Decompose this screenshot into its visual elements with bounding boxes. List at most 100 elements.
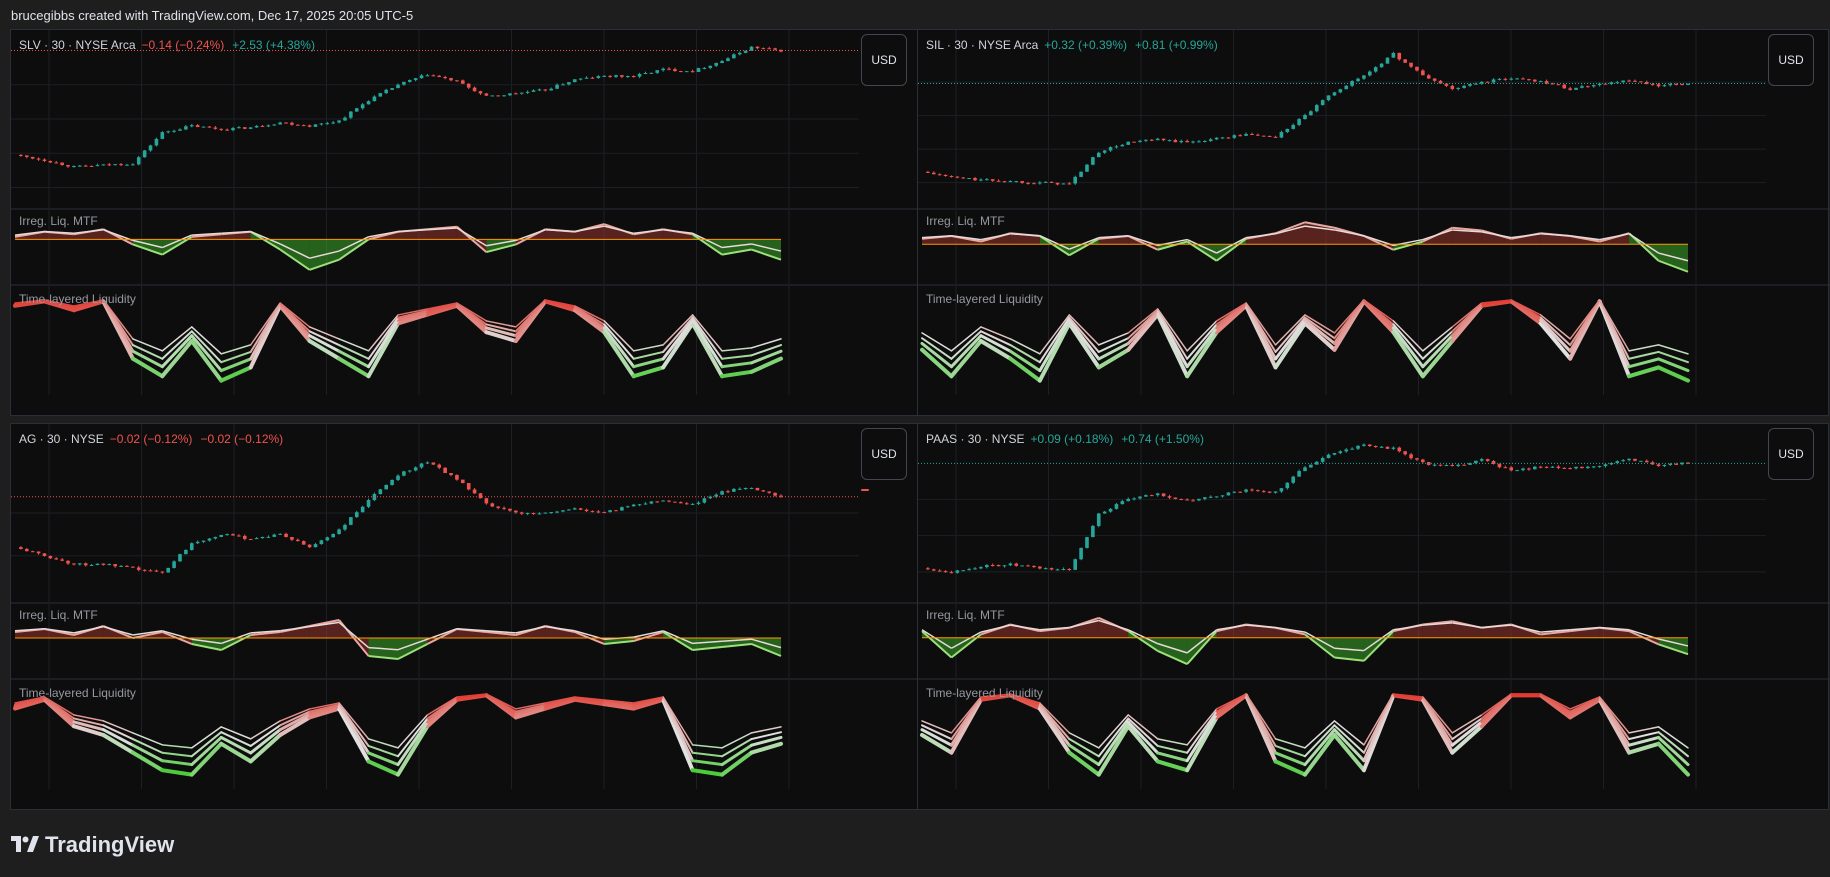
irreg-fill bbox=[1246, 233, 1276, 245]
currency-button[interactable]: USD bbox=[1768, 34, 1814, 86]
liq-line-layer-1 bbox=[1450, 303, 1484, 338]
liq-line-layer-2 bbox=[249, 302, 282, 353]
candle-body bbox=[1326, 95, 1331, 101]
candle-body bbox=[1680, 462, 1684, 465]
currency-button[interactable]: USD bbox=[861, 428, 907, 480]
currency-button[interactable]: USD bbox=[861, 34, 907, 86]
candle-body bbox=[237, 127, 241, 129]
candle-body bbox=[949, 572, 954, 574]
liq-line-layer-2 bbox=[1598, 696, 1631, 741]
candle-body bbox=[402, 471, 406, 476]
liq-line-layer-3 bbox=[1363, 299, 1395, 322]
liq-line-layer-1 bbox=[367, 318, 400, 369]
irreg-line bbox=[309, 258, 340, 271]
irreg-line-secondary bbox=[1304, 225, 1335, 231]
candle-body bbox=[1049, 568, 1054, 570]
liq-line-layer-2 bbox=[514, 703, 547, 713]
liq-line-layer-3 bbox=[456, 302, 488, 322]
candle-body bbox=[89, 564, 94, 566]
candle-body bbox=[1179, 140, 1184, 143]
candle-body bbox=[248, 127, 253, 129]
candle-body bbox=[48, 160, 53, 163]
irreg-fill bbox=[73, 229, 104, 240]
liq-line-layer-1 bbox=[190, 735, 223, 767]
candle-body bbox=[313, 124, 318, 127]
currency-button[interactable]: USD bbox=[1768, 428, 1814, 480]
candle-body bbox=[166, 567, 170, 573]
candle-body bbox=[1580, 466, 1584, 469]
liq-line-layer-3 bbox=[397, 308, 429, 316]
liq-line-layer-1 bbox=[920, 728, 953, 747]
chart-panel-ag[interactable]: AG · 30 · NYSE −0.02 (−0.12%) −0.02 (−0.12… bbox=[10, 423, 923, 810]
liq-line-layer-0 bbox=[602, 330, 636, 379]
candle-body bbox=[555, 84, 559, 89]
liq-line-layer-3 bbox=[1068, 314, 1100, 346]
candle-body bbox=[1091, 525, 1095, 538]
candle-body bbox=[1085, 537, 1089, 548]
candle-body bbox=[113, 164, 117, 166]
candle-body bbox=[396, 84, 400, 89]
candle-body bbox=[1397, 447, 1402, 452]
liq-line-layer-2 bbox=[979, 330, 1012, 347]
candle-body bbox=[1026, 182, 1030, 184]
chart-panel-sil[interactable]: SIL · 30 · NYSE Arca +0.32 (+0.39%) +0.81 … bbox=[917, 29, 1830, 416]
candle-body bbox=[1150, 495, 1154, 497]
liq-line-layer-0 bbox=[1067, 321, 1101, 370]
candle-body bbox=[231, 128, 235, 131]
candle-body bbox=[1521, 78, 1525, 80]
candle-body bbox=[142, 150, 147, 158]
candle-body bbox=[643, 503, 648, 505]
candle-body bbox=[1120, 501, 1125, 505]
candle-body bbox=[343, 117, 347, 121]
liq-line-layer-0 bbox=[484, 330, 518, 343]
irreg-line bbox=[368, 655, 399, 660]
irreg-line-secondary bbox=[1422, 229, 1453, 241]
symbol-label[interactable]: AG · 30 · NYSE bbox=[19, 432, 104, 446]
liq-line-layer-0 bbox=[749, 741, 783, 755]
liq-line-layer-2 bbox=[338, 703, 370, 747]
candle-body bbox=[931, 569, 936, 571]
liq-line-layer-2 bbox=[1333, 724, 1365, 754]
candle-body bbox=[1261, 491, 1266, 493]
candle-body bbox=[42, 553, 47, 556]
chart-panel-slv[interactable]: SLV · 30 · NYSE Arca −0.14 (−0.24%) +2.53 … bbox=[10, 29, 923, 416]
irreg-line-secondary bbox=[921, 629, 952, 649]
candle-body bbox=[1426, 75, 1431, 79]
liq-line-layer-1 bbox=[1126, 310, 1160, 345]
irreg-line-secondary bbox=[1127, 629, 1159, 645]
symbol-label[interactable]: SLV · 30 · NYSE Arca bbox=[19, 38, 136, 52]
liq-line-layer-2 bbox=[603, 700, 635, 706]
irreg-pane-title: Irreg. Liq. MTF bbox=[926, 608, 1005, 622]
irreg-fill bbox=[1157, 637, 1188, 665]
candle-body bbox=[1297, 471, 1301, 477]
irreg-line-secondary bbox=[250, 630, 281, 634]
liq-line-layer-2 bbox=[1421, 330, 1454, 360]
candle-body bbox=[154, 570, 159, 572]
liq-line-layer-1 bbox=[160, 759, 194, 767]
candle-body bbox=[1432, 464, 1437, 466]
irreg-line-secondary bbox=[486, 239, 516, 247]
candle-body bbox=[207, 126, 212, 128]
candle-body bbox=[390, 88, 394, 90]
candle-body bbox=[496, 95, 500, 97]
candle-body bbox=[1279, 488, 1284, 492]
liq-line-layer-1 bbox=[1657, 735, 1690, 767]
candle-body bbox=[1397, 52, 1402, 60]
candle-body bbox=[1391, 447, 1396, 449]
candle-body bbox=[1586, 86, 1590, 88]
chart-panel-paas[interactable]: PAAS · 30 · NYSE +0.09 (+0.18%) +0.74 (+1.… bbox=[917, 423, 1830, 810]
candle-body bbox=[679, 502, 683, 504]
candle-body bbox=[1574, 466, 1578, 469]
symbol-label[interactable]: PAAS · 30 · NYSE bbox=[926, 432, 1025, 446]
liq-line-layer-3 bbox=[980, 326, 1012, 340]
candle-body bbox=[549, 512, 553, 514]
candle-body bbox=[425, 75, 430, 77]
candle-body bbox=[761, 490, 766, 492]
candle-body bbox=[1550, 466, 1555, 468]
liq-line-layer-3 bbox=[1009, 338, 1041, 355]
candle-body bbox=[1562, 84, 1567, 89]
candle-body bbox=[136, 567, 141, 570]
candle-body bbox=[1639, 81, 1643, 83]
liq-line-layer-2 bbox=[1245, 302, 1277, 353]
symbol-label[interactable]: SIL · 30 · NYSE Arca bbox=[926, 38, 1039, 52]
